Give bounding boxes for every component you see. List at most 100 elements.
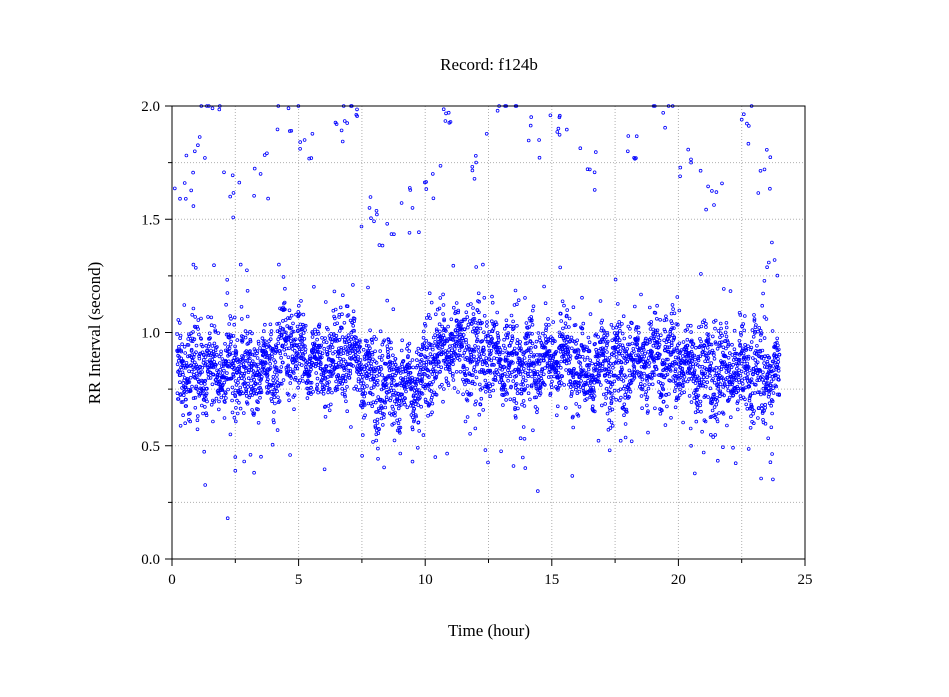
data-point-upper: [275, 127, 280, 132]
data-point: [695, 409, 700, 414]
data-point: [233, 379, 238, 383]
data-point: [379, 367, 384, 371]
data-point: [194, 265, 198, 270]
data-point-upper: [392, 232, 396, 237]
data-point: [530, 308, 535, 313]
data-point: [725, 423, 729, 428]
data-point: [398, 371, 403, 375]
data-point: [535, 489, 540, 493]
data-point: [713, 433, 718, 437]
data-point-upper: [424, 187, 429, 191]
data-point: [609, 399, 614, 404]
data-point: [620, 331, 625, 336]
data-point: [584, 397, 589, 401]
data-point-upper: [286, 106, 291, 111]
data-point: [275, 428, 280, 432]
data-point: [272, 420, 276, 425]
data-point: [550, 379, 554, 384]
data-point: [360, 453, 364, 458]
data-point: [416, 403, 421, 407]
data-point: [720, 375, 724, 380]
data-point-upper: [770, 240, 774, 245]
data-point: [574, 341, 578, 346]
data-point: [600, 362, 605, 366]
data-point: [262, 368, 267, 373]
data-point: [217, 399, 221, 404]
data-point-upper: [441, 107, 446, 111]
data-point: [655, 328, 660, 333]
data-point: [493, 372, 497, 376]
data-point: [653, 406, 657, 411]
data-point: [350, 349, 355, 354]
data-point: [242, 377, 247, 381]
data-point: [695, 405, 700, 410]
data-point: [644, 336, 648, 341]
data-point: [701, 347, 706, 351]
data-point: [626, 342, 630, 347]
data-point: [277, 369, 281, 374]
data-point: [713, 318, 718, 323]
data-point-upper: [222, 170, 226, 175]
data-point: [531, 428, 535, 433]
data-point: [271, 383, 276, 387]
data-point: [530, 322, 535, 327]
data-point: [473, 369, 478, 374]
data-point: [352, 316, 357, 321]
data-point: [603, 402, 607, 406]
data-point: [424, 316, 429, 320]
data-point: [259, 454, 263, 459]
data-point: [554, 413, 559, 418]
data-point: [600, 318, 604, 323]
data-point: [301, 312, 306, 317]
data-point: [224, 302, 228, 307]
data-point: [740, 346, 745, 351]
data-point: [373, 349, 377, 354]
data-point: [348, 368, 353, 373]
data-point: [261, 329, 266, 333]
data-point: [274, 365, 279, 370]
data-point: [770, 399, 775, 404]
data-point: [245, 359, 249, 363]
data-point: [546, 375, 551, 379]
data-point: [708, 373, 712, 378]
data-point: [607, 418, 611, 423]
data-point: [521, 375, 526, 380]
data-point: [404, 389, 408, 394]
data-point-upper: [231, 191, 236, 195]
data-point: [676, 396, 681, 401]
data-point: [562, 303, 566, 308]
data-point: [446, 383, 451, 388]
data-point-upper: [339, 128, 344, 133]
data-point: [658, 317, 662, 322]
data-point: [517, 367, 522, 372]
data-point: [474, 265, 479, 269]
data-point: [246, 341, 251, 346]
data-point: [487, 389, 492, 394]
data-point: [269, 332, 273, 337]
data-point: [327, 408, 332, 413]
data-point: [756, 390, 760, 395]
data-point: [487, 381, 491, 386]
data-point: [489, 358, 494, 363]
data-point: [501, 343, 506, 348]
data-point: [648, 340, 652, 344]
data-point: [710, 408, 715, 413]
data-point: [477, 370, 482, 374]
data-point: [273, 391, 277, 396]
data-point: [712, 356, 717, 361]
data-point: [462, 327, 467, 332]
data-point: [212, 341, 217, 346]
data-point: [374, 360, 379, 365]
data-point: [473, 382, 477, 386]
data-point: [685, 337, 690, 342]
data-point: [176, 397, 181, 401]
data-point: [499, 449, 503, 454]
data-point-upper: [557, 113, 562, 118]
data-point: [410, 358, 415, 362]
data-point: [403, 402, 407, 407]
data-point: [334, 379, 338, 384]
data-point-upper: [704, 207, 708, 212]
data-point: [269, 329, 274, 333]
data-point: [477, 412, 482, 417]
data-point: [668, 378, 672, 383]
